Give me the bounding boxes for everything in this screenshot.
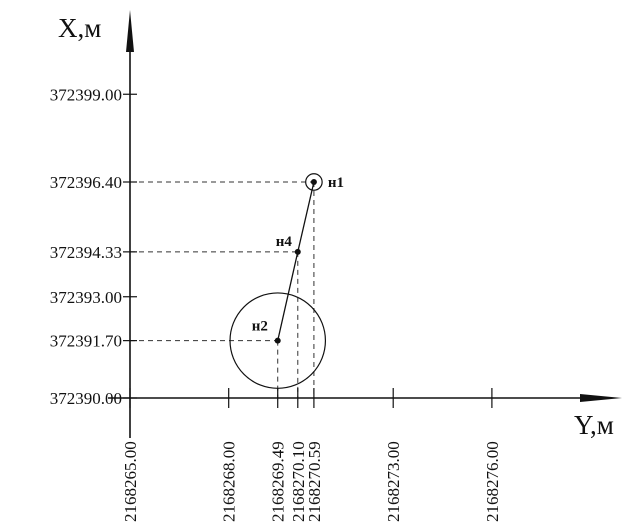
y-tick-label: 372393.00 xyxy=(50,288,122,307)
y-axis-arrow-icon xyxy=(126,10,134,52)
axes: X,м Y,м xyxy=(58,10,622,440)
y-tick-label: 372390.00 xyxy=(50,389,122,408)
x-tick-label: 2168265.00 xyxy=(121,441,140,522)
y-tick-label: 372391.70 xyxy=(50,332,122,351)
point-geometry: н1 н4 н2 xyxy=(229,173,344,389)
x-tick-label: 2168276.00 xyxy=(483,441,502,522)
x-tick-label: 2168268.00 xyxy=(220,441,239,522)
x-tick-label: 2168270.10 xyxy=(289,441,308,522)
point-marker xyxy=(294,248,301,255)
point-marker xyxy=(274,337,281,344)
y-tick-label: 372394.33 xyxy=(50,243,122,262)
x-axis-arrow-icon xyxy=(580,394,622,402)
tick-labels: 372399.00 372396.40 372394.33 372393.00 3723… xyxy=(50,85,502,522)
axis-ticks xyxy=(123,93,493,408)
x-tick-label: 2168269.49 xyxy=(269,441,288,522)
y-tick-label: 372399.00 xyxy=(50,85,122,104)
point-label: н4 xyxy=(276,234,293,250)
boundary-segment xyxy=(277,251,299,341)
x-axis-label: Y,м xyxy=(574,410,614,440)
x-tick-label: 2168270.59 xyxy=(305,441,324,522)
x-tick-label: 2168273.00 xyxy=(384,441,403,522)
boundary-segment xyxy=(297,181,315,253)
tolerance-circle xyxy=(229,292,327,389)
point-label: н2 xyxy=(252,319,268,335)
tolerance-circle xyxy=(305,173,323,191)
point-marker xyxy=(310,179,317,185)
point-label: н1 xyxy=(328,175,344,191)
y-tick-label: 372396.40 xyxy=(50,173,122,192)
y-axis-label: X,м xyxy=(58,13,101,43)
dashed-leaders xyxy=(130,181,315,398)
